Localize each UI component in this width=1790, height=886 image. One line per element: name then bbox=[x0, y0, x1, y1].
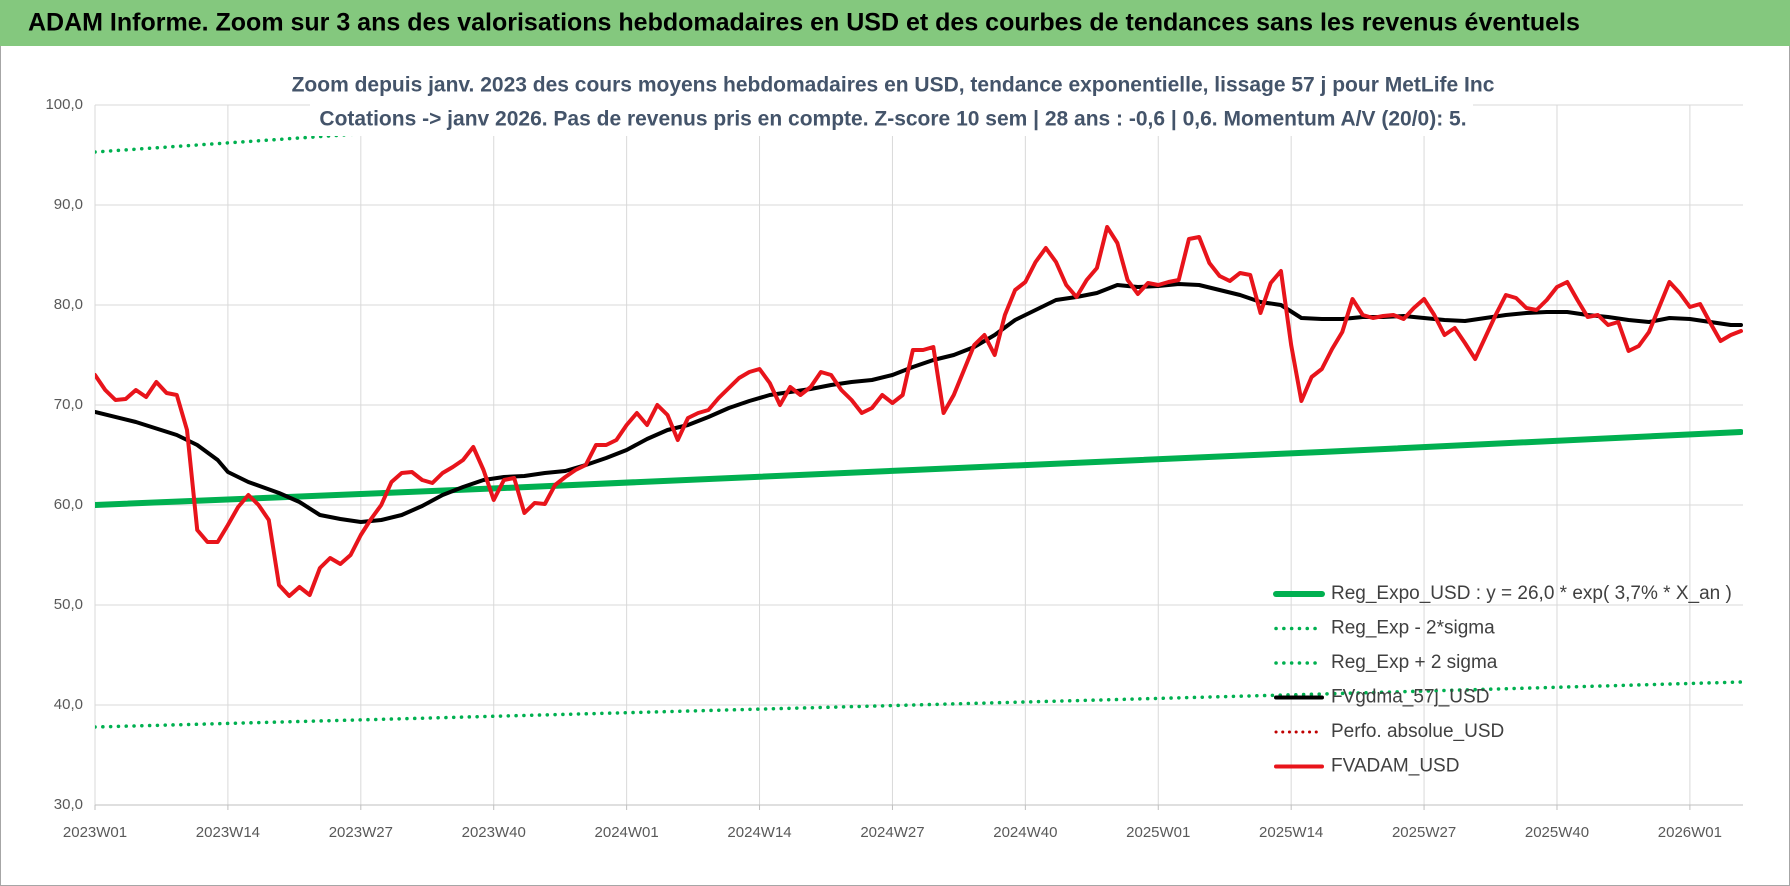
x-tick-label: 2025W01 bbox=[1126, 824, 1190, 841]
legend-label: Reg_Expo_USD : y = 26,0 * exp( 3,7% * X_… bbox=[1331, 583, 1732, 604]
x-tick-label: 2025W40 bbox=[1525, 824, 1589, 841]
chart-title: ADAM Informe. Zoom sur 3 ans des valoris… bbox=[28, 9, 1580, 37]
y-tick-label: 60,0 bbox=[54, 496, 83, 513]
subtitle-box bbox=[310, 68, 1473, 136]
x-tick-label: 2023W01 bbox=[63, 824, 127, 841]
legend-label: FVADAM_USD bbox=[1331, 756, 1459, 777]
chart-subtitle: Cotations -> janv 2026. Pas de revenus p… bbox=[319, 108, 1466, 131]
y-tick-label: 30,0 bbox=[54, 796, 83, 813]
legend-label: Reg_Exp + 2 sigma bbox=[1331, 652, 1498, 673]
x-tick-label: 2024W27 bbox=[860, 824, 924, 841]
series-line bbox=[95, 429, 1743, 508]
series-line bbox=[95, 225, 1743, 598]
y-tick-label: 80,0 bbox=[54, 296, 83, 313]
series-line bbox=[95, 282, 1743, 524]
x-tick-label: 2025W14 bbox=[1259, 824, 1323, 841]
y-tick-label: 100,0 bbox=[45, 96, 83, 113]
x-tick-label: 2024W14 bbox=[727, 824, 791, 841]
legend-label: Reg_Exp - 2*sigma bbox=[1331, 618, 1495, 639]
x-tick-label: 2024W40 bbox=[993, 824, 1057, 841]
legend-label: Perfo. absolue_USD bbox=[1331, 721, 1504, 742]
legend: Reg_Expo_USD : y = 26,0 * exp( 3,7% * X_… bbox=[1273, 583, 1732, 777]
series-line bbox=[95, 680, 1743, 729]
x-tick-label: 2023W40 bbox=[462, 824, 526, 841]
y-tick-label: 50,0 bbox=[54, 596, 83, 613]
x-tick-label: 2024W01 bbox=[595, 824, 659, 841]
x-tick-label: 2023W14 bbox=[196, 824, 260, 841]
chart-subtitle: Zoom depuis janv. 2023 des cours moyens … bbox=[292, 74, 1495, 97]
y-tick-label: 70,0 bbox=[54, 396, 83, 413]
x-tick-label: 2026W01 bbox=[1658, 824, 1722, 841]
x-tick-label: 2025W27 bbox=[1392, 824, 1456, 841]
title-bar bbox=[0, 0, 1790, 46]
y-tick-label: 40,0 bbox=[54, 696, 83, 713]
legend-label: FVgdma_57j_USD bbox=[1331, 687, 1489, 708]
grid: 30,0 40,0 50,0 60,0 70,0 80,0 90,0 100,0 2023W01… bbox=[45, 96, 1743, 841]
x-tick-label: 2023W27 bbox=[329, 824, 393, 841]
y-tick-label: 90,0 bbox=[54, 196, 83, 213]
